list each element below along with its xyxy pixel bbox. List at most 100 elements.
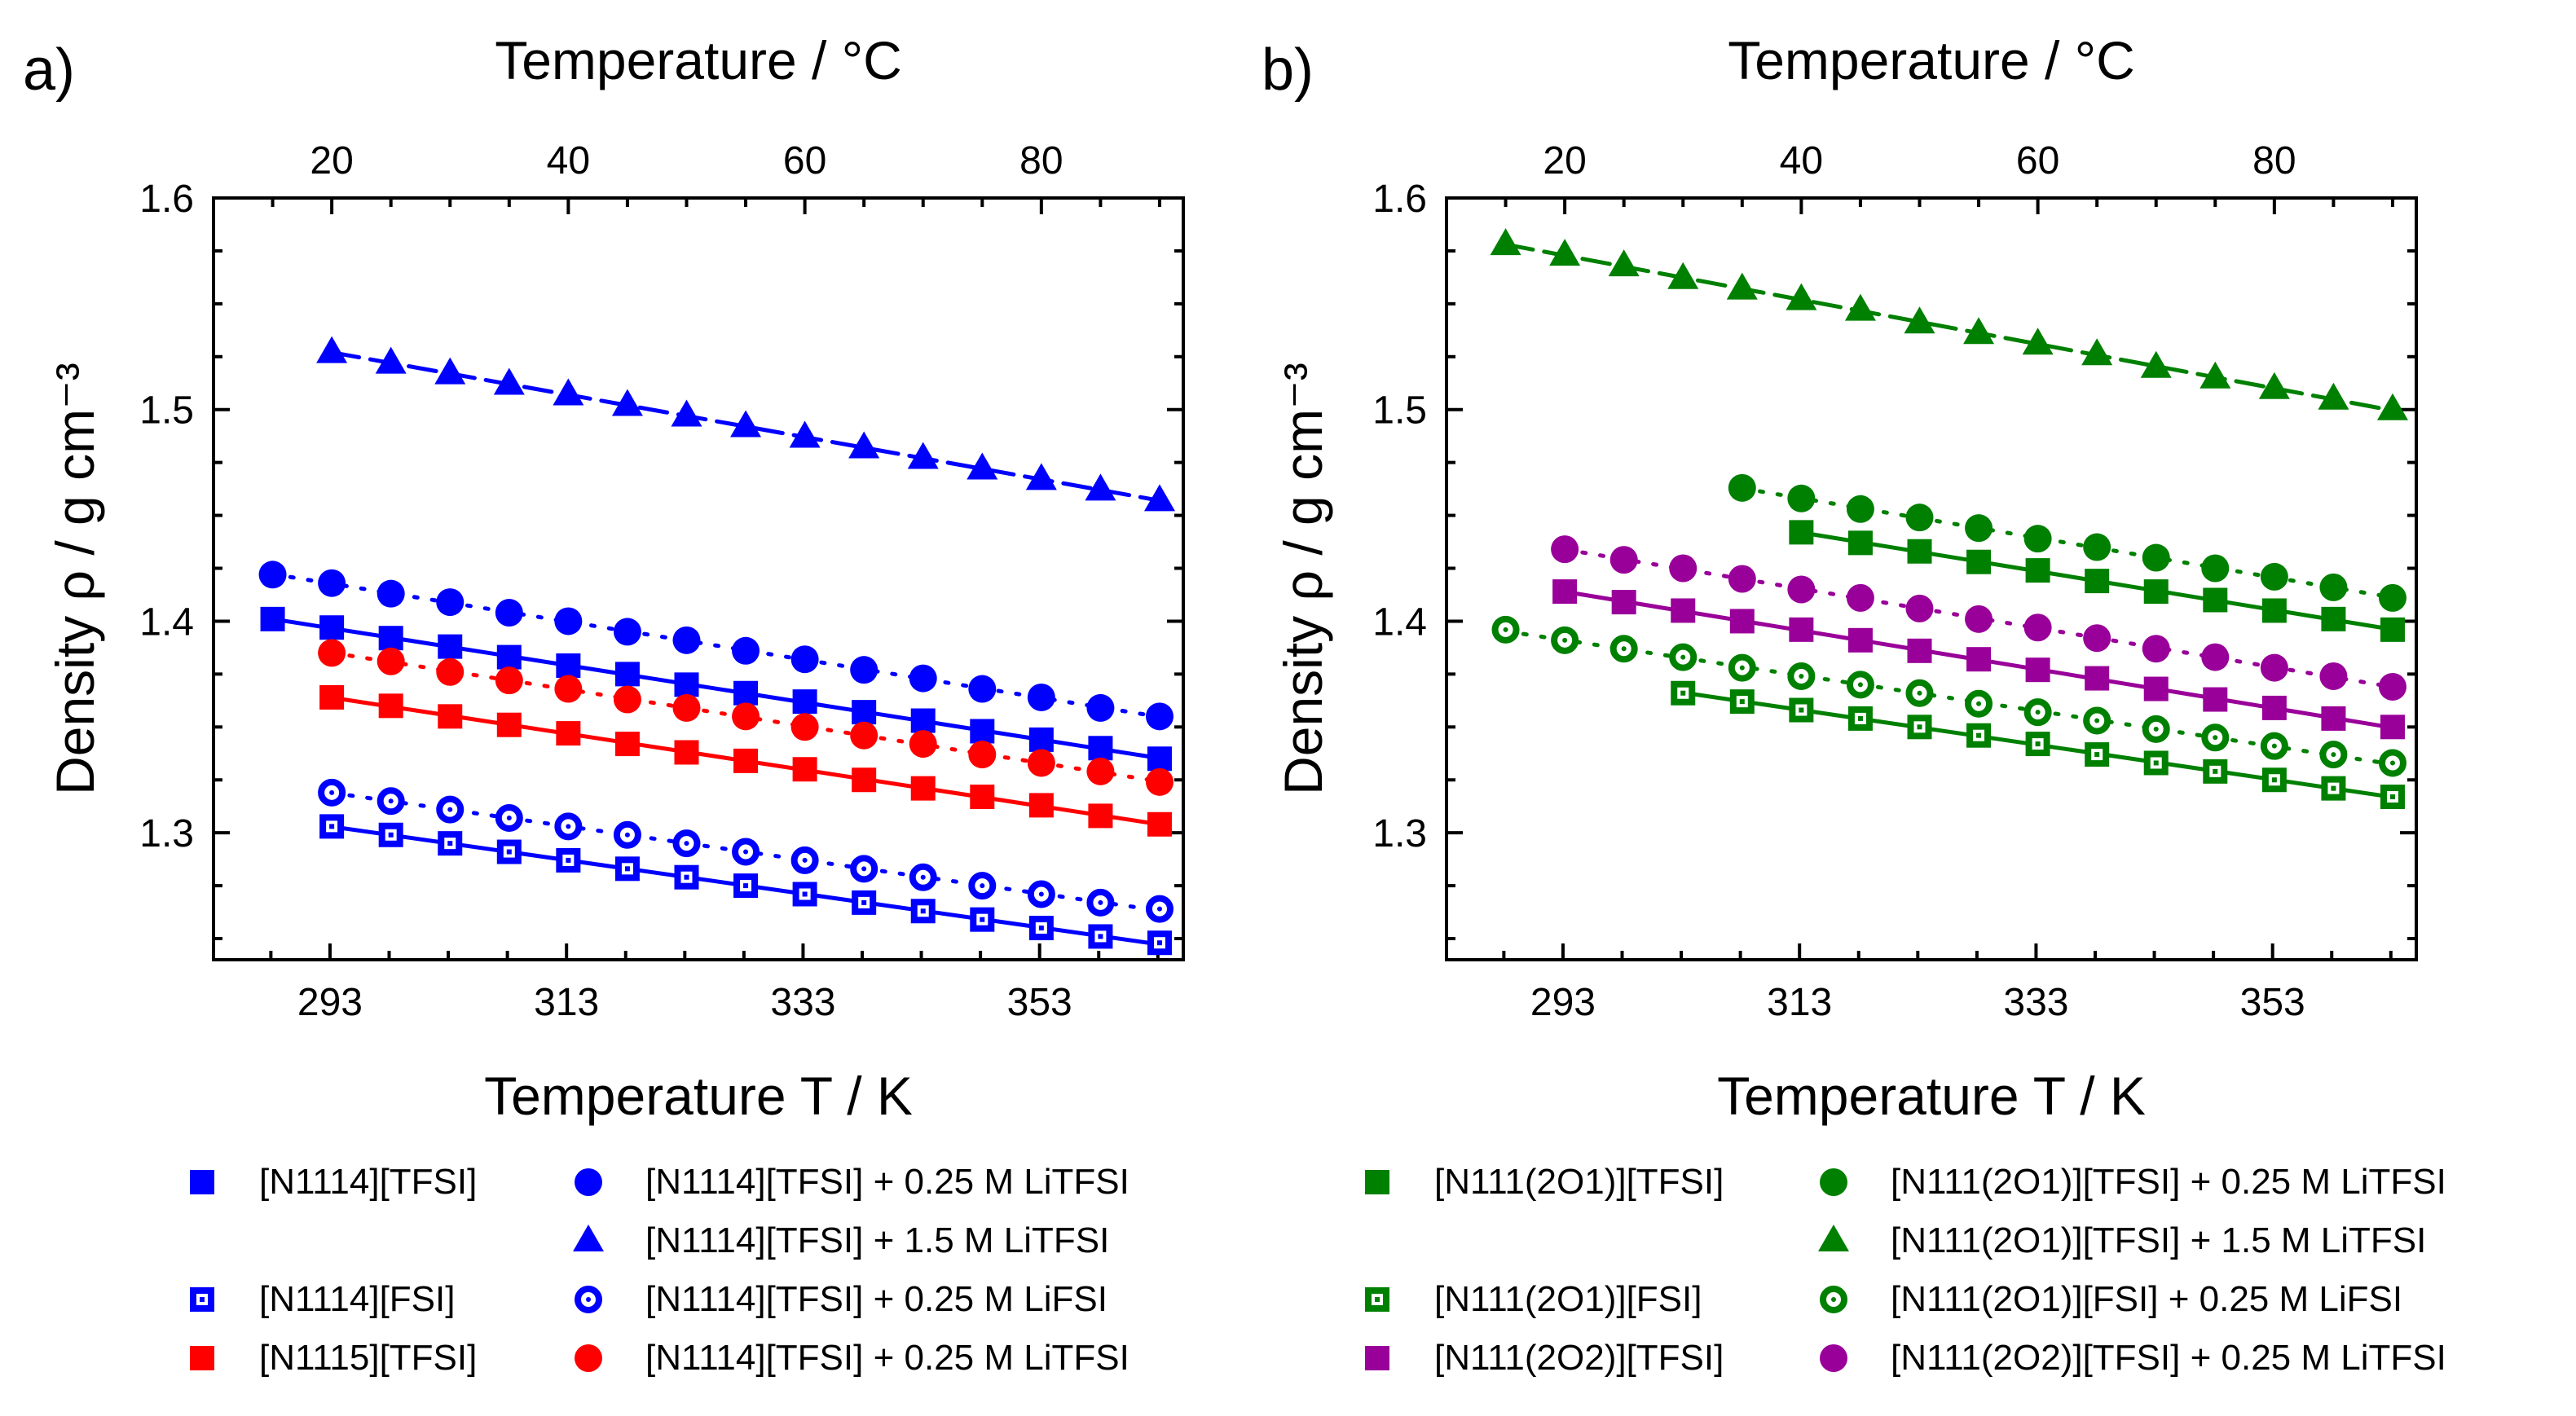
data-point <box>1147 746 1172 772</box>
legend-label: [N1114][TFSI] + 0.25 M LiFSI <box>645 1279 1107 1319</box>
x-tick-label: 353 <box>1007 981 1072 1024</box>
data-point <box>2143 676 2169 701</box>
data-point <box>970 785 995 810</box>
data-point <box>554 607 583 635</box>
panel-b: 1.3 1.4 1.5 1.6 293 313 333 353 20 40 60 80 Temperat… <box>1262 30 2446 1378</box>
data-point <box>556 721 581 746</box>
data-point-dot <box>1857 715 1863 721</box>
data-point <box>2023 525 2052 553</box>
data-point <box>2140 350 2172 378</box>
legend-label: [N1114][TFSI] <box>259 1162 477 1202</box>
data-point-dot <box>388 832 394 838</box>
series-n1114-tfsi-0-25-m-litfsi-1 <box>258 561 1174 731</box>
data-point-dot <box>1098 899 1103 905</box>
data-point <box>2025 657 2050 683</box>
data-point <box>2143 579 2169 605</box>
data-point <box>1963 317 1995 345</box>
data-point <box>495 599 523 627</box>
data-point <box>1847 627 1873 653</box>
y-axis-title: Density ρ / g cm⁻³ <box>1273 363 1333 795</box>
data-point <box>376 579 405 608</box>
data-point <box>258 561 287 589</box>
data-point-dot <box>980 883 985 889</box>
series-n1114-tfsi-0 <box>260 606 1172 772</box>
data-point <box>1966 549 1992 574</box>
data-point <box>730 410 762 438</box>
data-point <box>1786 283 1817 310</box>
legend-marker <box>573 1225 604 1251</box>
data-point-dot <box>506 815 512 820</box>
data-point-dot <box>2153 760 2159 766</box>
data-point <box>1789 520 1814 545</box>
data-point <box>967 452 998 480</box>
data-point <box>2261 695 2287 720</box>
data-point <box>1609 546 1638 574</box>
x-tick-label: 333 <box>770 981 835 1024</box>
series-n1115-tfsi-5 <box>319 684 1172 837</box>
data-point <box>1086 693 1115 722</box>
fit-line <box>1562 547 2395 689</box>
data-point <box>674 740 699 765</box>
series-n111-2o2-tfsi-0-25-m-litfsi-6 <box>1551 535 2406 701</box>
data-point <box>733 748 759 773</box>
legend-label: [N1114][TFSI] + 1.5 M LiTFSI <box>645 1220 1109 1260</box>
data-point-dot <box>684 841 689 847</box>
data-point <box>910 776 936 801</box>
x-tick-label: 293 <box>1530 981 1596 1024</box>
legend-label: [N111(2O2)][TFSI] + 0.25 M LiTFSI <box>1891 1338 2446 1378</box>
data-point <box>554 675 583 703</box>
legend-item: [N1114][TFSI] <box>190 1162 477 1202</box>
x2-tick-label: 20 <box>1543 139 1586 182</box>
legend-item: [N111(2O2)][TFSI] + 0.25 M LiTFSI <box>1820 1338 2446 1378</box>
data-point <box>1088 736 1113 761</box>
data-point <box>1088 803 1113 829</box>
data-point <box>613 618 641 646</box>
data-point <box>319 684 345 710</box>
data-point-dot <box>447 841 453 847</box>
data-point <box>1028 793 1054 818</box>
data-point <box>2203 687 2228 712</box>
data-point-dot <box>1739 699 1745 705</box>
fit-line <box>1740 486 2395 600</box>
data-point <box>1965 605 1993 633</box>
data-point <box>2378 672 2406 701</box>
data-point-dot <box>1680 690 1686 696</box>
data-point <box>260 606 285 631</box>
data-point <box>2258 372 2290 399</box>
data-point <box>2380 715 2405 740</box>
series-n111-2o1-tfsi-0 <box>1789 520 2405 642</box>
data-point-dot <box>1799 707 1804 713</box>
series-n111-2o1-fsi-3 <box>1671 680 2405 810</box>
data-point-dot <box>1098 934 1103 939</box>
data-point-dot <box>2331 785 2336 791</box>
data-point <box>1728 473 1756 502</box>
data-point <box>1729 609 1755 634</box>
x-tick-label: 333 <box>2003 981 2068 1024</box>
legend-item: [N1114][TFSI] + 0.25 M LiTFSI <box>575 1162 1129 1202</box>
data-point <box>2201 643 2230 671</box>
data-point <box>2319 662 2348 690</box>
legend-marker <box>575 1344 602 1372</box>
series-n111-2o1-tfsi-0-25-m-litfsi-1 <box>1728 473 2406 612</box>
data-point-dot <box>802 891 808 897</box>
legend-item: [N1114][TFSI] + 0.25 M LiTFSI <box>575 1338 1129 1378</box>
y-tick-label: 1.6 <box>1372 178 1427 221</box>
legend-label: [N111(2O1)][TFSI] <box>1434 1162 1724 1202</box>
data-point <box>614 662 640 687</box>
data-point-dot <box>1917 690 1922 696</box>
data-point <box>1907 638 1932 663</box>
y-tick-label: 1.4 <box>1372 600 1427 644</box>
legend: [N111(2O1)][TFSI] [N111(2O1)][TFSI] + 0.2… <box>1365 1162 2446 1378</box>
data-point <box>732 636 760 665</box>
x2-tick-label: 20 <box>310 139 353 182</box>
data-point <box>852 767 877 793</box>
data-point-dot <box>980 917 985 922</box>
data-point <box>1027 683 1055 711</box>
x-axis-title: Temperature T / K <box>1717 1066 2146 1126</box>
data-point <box>375 346 407 374</box>
panel-label: b) <box>1262 37 1314 103</box>
x-tick-label: 313 <box>534 981 599 1024</box>
x2-tick-label: 40 <box>547 139 590 182</box>
data-point-dot <box>743 883 749 889</box>
legend-marker-dot <box>200 1297 205 1302</box>
